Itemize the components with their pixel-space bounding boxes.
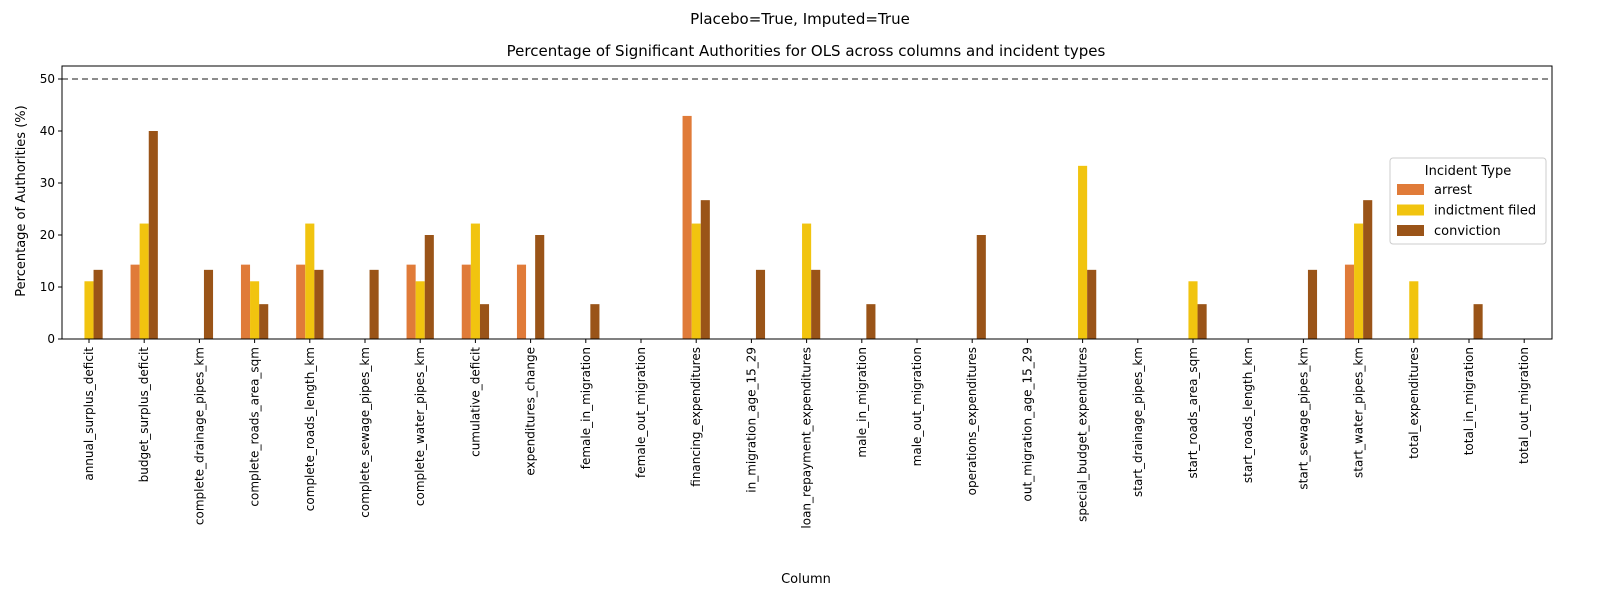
x-tick-label: complete_sewage_pipes_km	[358, 347, 372, 518]
x-tick-label: cumulative_deficit	[468, 347, 482, 457]
chart-title: Percentage of Significant Authorities fo…	[507, 42, 1106, 60]
bar-conviction-financing_expenditures	[700, 200, 710, 339]
bar-indictment-filed-start_water_pipes_km	[1354, 223, 1364, 339]
bar-conviction-operations_expenditures	[976, 235, 986, 339]
x-tick-label: budget_surplus_deficit	[137, 347, 151, 483]
x-tick-label: female_in_migration	[579, 347, 593, 469]
bar-indictment-filed-complete_water_pipes_km	[415, 281, 425, 339]
plot-frame	[61, 65, 1553, 340]
bar-conviction-male_in_migration	[866, 304, 876, 339]
bar-conviction-complete_water_pipes_km	[424, 235, 434, 339]
y-tick-label: 40	[40, 124, 55, 138]
bar-arrest-budget_surplus_deficit	[130, 264, 140, 339]
bar-indictment-filed-financing_expenditures	[691, 223, 701, 339]
legend-frame	[1389, 157, 1547, 245]
y-ticks-layer: 0 10 20 30 40 50	[40, 72, 62, 346]
x-tick-label: complete_roads_area_sqm	[248, 347, 262, 507]
bar-conviction-female_in_migration	[590, 304, 600, 339]
bar-indictment-filed-special_budget_expenditures	[1078, 165, 1088, 339]
bar-indictment-filed-loan_repayment_expenditures	[802, 223, 812, 339]
legend-entries: arrest indictment filed conviction	[1397, 183, 1536, 239]
x-tick-label: male_out_migration	[910, 347, 924, 466]
x-tick-label: expenditures_change	[524, 347, 538, 476]
x-tick-label: annual_surplus_deficit	[82, 347, 96, 481]
legend-swatch-indictment-filed	[1397, 204, 1424, 216]
y-tick-label: 50	[40, 72, 55, 86]
legend-label-conviction: conviction	[1434, 224, 1501, 239]
bar-indictment-filed-total_expenditures	[1409, 281, 1419, 339]
bar-conviction-budget_surplus_deficit	[148, 131, 158, 339]
bar-arrest-expenditures_change	[516, 264, 527, 339]
x-tick-label: total_expenditures	[1407, 347, 1421, 459]
x-tick-label: start_drainage_pipes_km	[1131, 347, 1145, 497]
bar-arrest-financing_expenditures	[682, 115, 692, 339]
bar-arrest-cumulative_deficit	[461, 264, 471, 339]
bar-conviction-complete_sewage_pipes_km	[369, 269, 379, 339]
y-axis-label: Percentage of Authorities (%)	[14, 105, 29, 296]
bar-conviction-cumulative_deficit	[479, 304, 490, 339]
y-tick-label: 0	[47, 332, 55, 346]
x-tick-label: total_in_migration	[1462, 347, 1476, 455]
x-axis-label: Column	[781, 572, 831, 587]
bar-conviction-total_in_migration	[1473, 304, 1483, 339]
x-tick-label: start_water_pipes_km	[1352, 347, 1366, 478]
bar-conviction-in_migration_age_15_29	[755, 269, 766, 339]
x-tick-label: complete_drainage_pipes_km	[192, 347, 206, 525]
bar-conviction-complete_drainage_pipes_km	[203, 269, 214, 339]
x-tick-label: financing_expenditures	[689, 347, 703, 487]
x-ticks-layer: annual_surplus_deficit budget_surplus_def…	[82, 339, 1531, 529]
x-tick-label: complete_roads_length_km	[303, 347, 317, 511]
figure-suptitle: Placebo=True, Imputed=True	[690, 10, 910, 28]
bar-conviction-expenditures_change	[535, 235, 545, 339]
bar-conviction-annual_surplus_deficit	[93, 269, 103, 339]
bar-conviction-start_roads_area_sqm	[1197, 304, 1207, 339]
bars-layer	[84, 115, 1483, 339]
x-tick-label: in_migration_age_15_29	[744, 347, 758, 493]
x-tick-label: complete_water_pipes_km	[413, 347, 427, 506]
y-tick-label: 10	[40, 280, 55, 294]
legend-title: Incident Type	[1425, 164, 1511, 179]
x-tick-label: start_sewage_pipes_km	[1296, 347, 1310, 490]
bar-indictment-filed-budget_surplus_deficit	[139, 223, 149, 339]
x-tick-label: total_out_migration	[1517, 347, 1531, 464]
x-tick-label: male_in_migration	[855, 347, 869, 458]
bar-conviction-special_budget_expenditures	[1087, 269, 1097, 339]
x-tick-label: female_out_migration	[634, 347, 648, 478]
y-tick-label: 20	[40, 228, 55, 242]
bar-conviction-start_sewage_pipes_km	[1307, 269, 1318, 339]
bar-arrest-start_water_pipes_km	[1344, 264, 1355, 339]
legend-label-arrest: arrest	[1434, 183, 1472, 198]
x-tick-label: start_roads_area_sqm	[1186, 347, 1200, 479]
bar-indictment-filed-cumulative_deficit	[470, 223, 480, 339]
bar-conviction-start_water_pipes_km	[1363, 200, 1373, 339]
x-tick-label: start_roads_length_km	[1241, 347, 1255, 483]
x-tick-label: special_budget_expenditures	[1076, 347, 1090, 522]
legend-swatch-conviction	[1397, 225, 1424, 236]
legend-label-indictment-filed: indictment filed	[1434, 204, 1536, 219]
bar-arrest-complete_roads_length_km	[296, 264, 306, 339]
x-tick-label: out_migration_age_15_29	[1020, 347, 1034, 501]
bar-conviction-loan_repayment_expenditures	[811, 269, 821, 339]
bar-conviction-complete_roads_length_km	[314, 269, 324, 339]
x-tick-label: operations_expenditures	[965, 347, 979, 495]
x-tick-label: loan_repayment_expenditures	[800, 347, 814, 529]
legend-swatch-arrest	[1397, 184, 1424, 195]
y-tick-label: 30	[40, 176, 55, 190]
bar-indictment-filed-annual_surplus_deficit	[84, 281, 94, 339]
bar-indictment-filed-complete_roads_length_km	[305, 223, 315, 339]
bar-arrest-complete_roads_area_sqm	[240, 264, 251, 339]
legend: Incident Type arrest indictment filed conv…	[1389, 157, 1547, 245]
bar-indictment-filed-start_roads_area_sqm	[1188, 281, 1198, 339]
bar-conviction-complete_roads_area_sqm	[259, 304, 269, 339]
bar-indictment-filed-complete_roads_area_sqm	[250, 281, 260, 339]
bar-arrest-complete_water_pipes_km	[406, 264, 416, 339]
